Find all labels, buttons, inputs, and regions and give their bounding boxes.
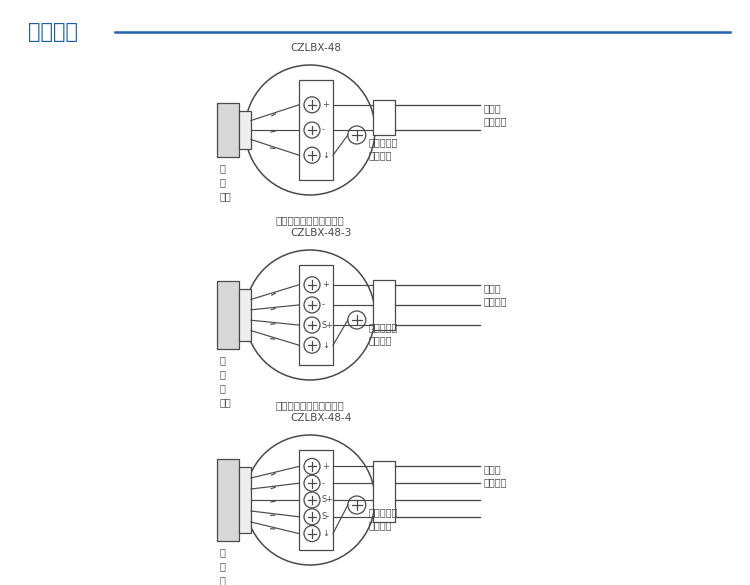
Bar — [239, 289, 251, 341]
Text: 二线制现场仪表接线方式: 二线制现场仪表接线方式 — [276, 215, 344, 225]
Bar — [217, 103, 239, 157]
Text: 变送器金属
外兒接地: 变送器金属 外兒接地 — [369, 322, 398, 345]
Circle shape — [245, 435, 375, 565]
Circle shape — [245, 65, 375, 195]
Text: 黄续: 黄续 — [220, 397, 232, 407]
Bar — [239, 111, 251, 149]
Text: 红: 红 — [220, 163, 226, 173]
Text: 红: 红 — [220, 355, 226, 365]
Text: 接线示意: 接线示意 — [28, 22, 78, 42]
Bar — [373, 280, 395, 330]
Text: 三线制现场仪表接线方式: 三线制现场仪表接线方式 — [276, 400, 344, 410]
Text: ↓: ↓ — [322, 529, 329, 538]
Text: 蓝: 蓝 — [220, 575, 226, 585]
Bar — [239, 467, 251, 533]
Text: S+: S+ — [322, 495, 334, 504]
Text: -: - — [322, 301, 325, 309]
Text: ↓: ↓ — [322, 340, 329, 350]
Text: ↓: ↓ — [322, 151, 329, 160]
Bar — [217, 281, 239, 349]
Text: +: + — [322, 280, 328, 289]
Text: -: - — [322, 126, 325, 135]
Text: 变送器金属
外兒接地: 变送器金属 外兒接地 — [369, 137, 398, 160]
Text: CZLBX-48: CZLBX-48 — [290, 43, 341, 53]
Text: S-: S- — [322, 512, 330, 521]
Text: S+: S+ — [322, 321, 334, 329]
Text: 蓝: 蓝 — [220, 383, 226, 393]
Bar — [299, 264, 333, 366]
Text: -: - — [322, 479, 325, 488]
Circle shape — [245, 250, 375, 380]
Bar — [299, 80, 333, 180]
Text: 黑: 黑 — [220, 369, 226, 379]
Text: 黑: 黑 — [220, 177, 226, 187]
Text: CZLBX-48-3: CZLBX-48-3 — [290, 228, 352, 238]
Text: 信号线
至控制室: 信号线 至控制室 — [484, 283, 508, 306]
Text: +: + — [322, 100, 328, 109]
Text: 黄续: 黄续 — [220, 191, 232, 201]
Text: CZLBX-48-4: CZLBX-48-4 — [290, 413, 352, 423]
Bar — [373, 100, 395, 135]
Text: 变送器金属
外兒接地: 变送器金属 外兒接地 — [369, 507, 398, 530]
Bar — [217, 459, 239, 541]
Bar — [373, 462, 395, 522]
Text: 红: 红 — [220, 547, 226, 557]
Text: +: + — [322, 462, 328, 471]
Bar — [299, 450, 333, 550]
Text: 黑: 黑 — [220, 561, 226, 571]
Text: 信号线
至控制室: 信号线 至控制室 — [484, 103, 508, 126]
Text: 信号线
至控制室: 信号线 至控制室 — [484, 464, 508, 488]
